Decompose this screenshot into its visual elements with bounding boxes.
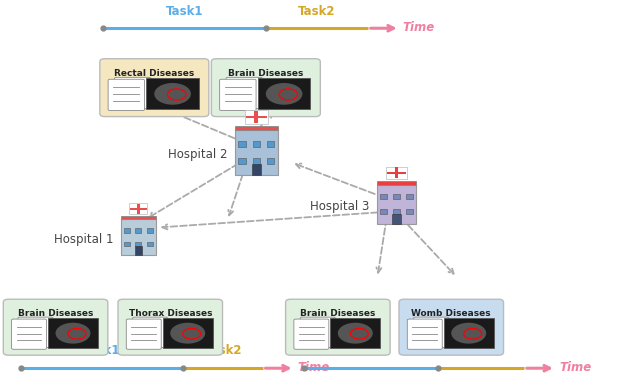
FancyBboxPatch shape	[399, 299, 504, 355]
FancyBboxPatch shape	[118, 299, 223, 355]
Bar	[392, 215, 401, 224]
Ellipse shape	[338, 323, 372, 344]
Bar	[267, 158, 275, 164]
Bar	[147, 78, 199, 109]
Bar	[130, 208, 147, 210]
Text: Time: Time	[559, 360, 591, 374]
Bar	[121, 219, 156, 255]
Bar	[129, 203, 147, 214]
Bar	[387, 167, 406, 179]
Text: Hospital 1: Hospital 1	[54, 232, 113, 246]
Bar	[387, 172, 406, 174]
Text: Brain Diseases: Brain Diseases	[18, 309, 93, 318]
Bar	[245, 110, 268, 124]
FancyBboxPatch shape	[3, 299, 108, 355]
Bar	[330, 318, 380, 348]
Text: Task2: Task2	[204, 345, 242, 357]
Bar	[380, 194, 387, 199]
Bar	[254, 111, 259, 123]
Ellipse shape	[154, 83, 191, 105]
FancyBboxPatch shape	[115, 77, 151, 109]
Bar	[393, 209, 400, 215]
Text: Task1: Task1	[83, 345, 121, 357]
Text: Thorax Diseases: Thorax Diseases	[129, 309, 212, 318]
Ellipse shape	[266, 83, 303, 105]
Text: Hospital 2: Hospital 2	[168, 148, 227, 161]
Ellipse shape	[56, 323, 90, 344]
Bar	[124, 228, 130, 232]
Ellipse shape	[451, 323, 486, 344]
Bar	[267, 141, 275, 147]
Text: Time: Time	[298, 360, 330, 374]
Bar	[253, 141, 260, 147]
Bar	[48, 318, 98, 348]
Bar	[136, 242, 141, 246]
Bar	[136, 228, 141, 232]
Bar	[163, 318, 212, 348]
FancyBboxPatch shape	[12, 319, 47, 349]
Bar	[378, 180, 415, 185]
Bar	[444, 318, 493, 348]
Bar	[235, 126, 278, 130]
Text: Task2: Task2	[298, 5, 335, 17]
Bar	[252, 164, 261, 175]
FancyBboxPatch shape	[132, 317, 168, 347]
Bar	[246, 116, 267, 118]
Text: Time: Time	[403, 21, 435, 34]
Text: Task2: Task2	[463, 345, 500, 357]
Bar	[134, 246, 142, 255]
FancyBboxPatch shape	[108, 79, 145, 111]
Bar	[137, 204, 140, 214]
FancyBboxPatch shape	[294, 319, 329, 349]
FancyBboxPatch shape	[407, 319, 442, 349]
Bar	[406, 209, 413, 215]
Bar	[238, 158, 246, 164]
Bar	[406, 194, 413, 199]
Ellipse shape	[170, 323, 205, 344]
Bar	[121, 216, 156, 219]
Text: Task1: Task1	[352, 345, 390, 357]
FancyBboxPatch shape	[300, 317, 335, 347]
Bar	[147, 242, 153, 246]
Bar	[235, 130, 278, 175]
Bar	[238, 141, 246, 147]
FancyBboxPatch shape	[285, 299, 390, 355]
FancyBboxPatch shape	[220, 79, 256, 111]
Text: Hospital 3: Hospital 3	[310, 200, 370, 213]
FancyBboxPatch shape	[211, 59, 320, 116]
Text: Brain Diseases: Brain Diseases	[228, 69, 303, 78]
Bar	[253, 158, 260, 164]
Bar	[147, 228, 153, 232]
Text: Task1: Task1	[166, 5, 204, 17]
Text: Brain Diseases: Brain Diseases	[300, 309, 376, 318]
FancyBboxPatch shape	[18, 317, 53, 347]
FancyBboxPatch shape	[226, 77, 262, 109]
FancyBboxPatch shape	[126, 319, 161, 349]
Bar	[395, 167, 398, 178]
Text: Rectal Diseases: Rectal Diseases	[114, 69, 195, 78]
FancyBboxPatch shape	[413, 317, 449, 347]
Bar	[380, 209, 387, 215]
Bar	[124, 242, 130, 246]
Bar	[258, 78, 310, 109]
Text: Womb Diseases: Womb Diseases	[412, 309, 491, 318]
Bar	[378, 185, 415, 224]
Bar	[393, 194, 400, 199]
FancyBboxPatch shape	[100, 59, 209, 116]
